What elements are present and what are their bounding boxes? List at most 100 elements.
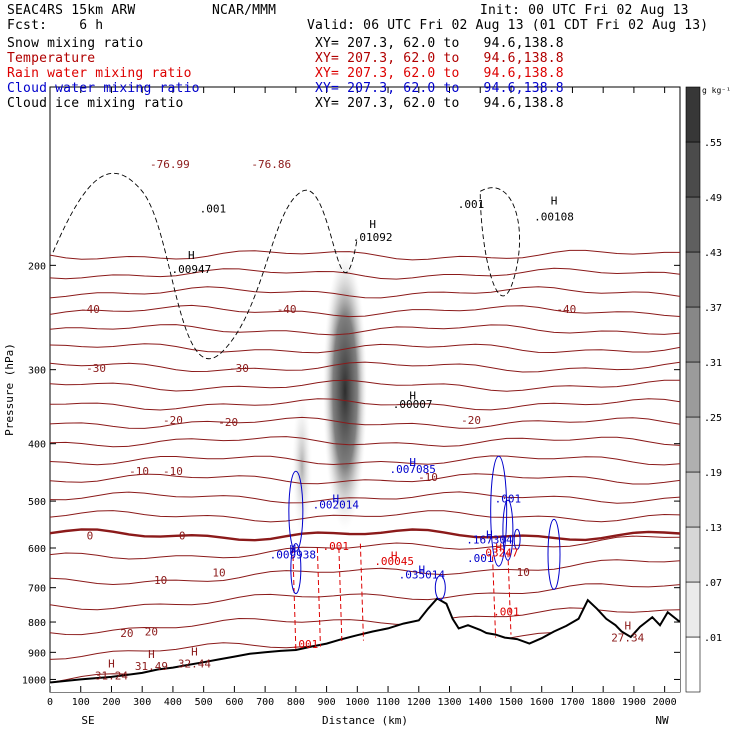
temperature-label-3: -40: [277, 303, 297, 316]
temperature-max-label-3: 27.34: [611, 632, 644, 645]
cloud-water-contour-4: [547, 518, 561, 590]
temperature-contour--20: [50, 455, 680, 466]
annotation-13: .002014: [313, 499, 360, 512]
temperature-max-label-1: 31.49: [135, 660, 168, 673]
temperature-label-16: 10: [212, 567, 225, 580]
annotation-6: .00108: [534, 210, 574, 223]
annotation-20: H: [419, 563, 426, 576]
annotation-4: .00947: [171, 263, 211, 276]
annotation-19: .009938: [270, 549, 316, 562]
colorbar-segment-8: [685, 196, 701, 253]
field-temperature-xy: XY= 207.3, 62.0 to 94.6,138.8: [315, 51, 564, 66]
temperature-contour-15: [50, 583, 680, 611]
annotation-21: .035014: [399, 568, 446, 581]
x-tick-label-12: 1200: [407, 697, 431, 708]
colorbar-label-0: .01: [704, 633, 722, 644]
cloud-water-contour-3: [502, 499, 514, 561]
temperature-label-0: -76.86: [251, 158, 291, 171]
x-tick-label-17: 1700: [560, 697, 584, 708]
temperature-label-4: -40: [556, 303, 576, 316]
cloud-water-contour-2: [490, 455, 508, 567]
colorbar-label-3: .19: [704, 468, 722, 479]
temperature-label-11: -10: [163, 465, 183, 478]
field-temperature: Temperature: [7, 51, 96, 66]
x-tick-label-20: 2000: [653, 697, 677, 708]
temperature-max-marker-2: H: [191, 646, 198, 659]
cloud-ice-contour-east: [479, 187, 521, 297]
annotation-25: H: [495, 541, 502, 554]
x-tick-label-14: 1400: [468, 697, 492, 708]
colorbar-segment-4: [685, 416, 701, 473]
x-axis-title: Distance (km): [322, 714, 408, 727]
rain-contour-4: [492, 556, 497, 638]
annotation-27: .001: [493, 606, 520, 619]
annotation-8: H: [409, 390, 416, 403]
colorbar-label-5: .31: [704, 358, 722, 369]
temperature-label-15: 10: [154, 574, 167, 587]
x-tick-label-7: 700: [256, 697, 274, 708]
temperature-contour--25: [50, 436, 680, 448]
annotation-1: .01092: [353, 231, 393, 244]
temperature-label-2: -40: [80, 303, 100, 316]
field-cloud-ice: Cloud ice mixing ratio: [7, 96, 184, 111]
temperature-label-8: -20: [218, 416, 238, 429]
left-end-label: SE: [81, 714, 94, 727]
colorbar-segment-1: [685, 581, 701, 638]
terrain-profile-line: [50, 597, 680, 684]
cloud-water-contour-0: [288, 470, 304, 552]
y-tick-label-7: 900: [28, 648, 46, 659]
snow-shading-0: [323, 252, 368, 531]
temperature-contour--70: [50, 267, 680, 280]
colorbar-label-4: .25: [704, 413, 722, 424]
temperature-contour--55: [50, 324, 680, 336]
field-snow-xy: XY= 207.3, 62.0 to 94.6,138.8: [315, 36, 564, 51]
y-axis-title: Pressure (hPa): [3, 343, 16, 436]
cloud-water-contour-5: [434, 575, 446, 601]
valid-time: Valid: 06 UTC Fri 02 Aug 13 (01 CDT Fri …: [307, 18, 709, 33]
y-tick-label-6: 800: [28, 618, 46, 629]
x-tick-label-6: 600: [225, 697, 243, 708]
forecast-hour: Fcst: 6 h: [7, 18, 104, 33]
annotation-9: .00007: [393, 398, 433, 411]
annotation-28: .001: [292, 638, 319, 651]
rain-contour-0: [292, 547, 297, 650]
colorbar-segment-3: [685, 471, 701, 528]
colorbar-segment-2: [685, 526, 701, 583]
annotation-3: H: [188, 249, 195, 262]
temperature-max-label-0: 31.24: [95, 670, 128, 683]
temperature-contour--65: [50, 286, 680, 299]
annotation-12: H: [332, 493, 339, 506]
colorbar-segment-5: [685, 361, 701, 418]
y-tick-label-8: 1000: [22, 675, 46, 686]
temperature-max-marker-1: H: [148, 648, 155, 661]
temperature-label-12: -10: [418, 471, 438, 484]
right-end-label: NW: [655, 714, 669, 727]
field-cloud-water-xy: XY= 207.3, 62.0 to 94.6,138.8: [315, 81, 564, 96]
colorbar-label-8: .49: [704, 193, 722, 204]
x-tick-label-1: 100: [72, 697, 90, 708]
annotation-16: .167304: [466, 534, 513, 547]
x-tick-label-13: 1300: [437, 697, 461, 708]
temperature-label-18: 20: [120, 627, 133, 640]
temperature-contour--30: [50, 416, 680, 429]
temperature-contour--5: [50, 510, 680, 523]
colorbar-segment-0: [685, 636, 701, 693]
colorbar-label-6: .37: [704, 303, 722, 314]
temperature-label-5: -30: [86, 362, 106, 375]
terrain-fill: [50, 598, 680, 692]
cloud-water-contour-6: [513, 528, 521, 550]
colorbar-segment-9: [685, 141, 701, 198]
model-title: SEAC4RS 15km ARW: [7, 3, 136, 18]
annotation-23: .00045: [374, 555, 414, 568]
colorbar-segment-10: [685, 86, 701, 143]
x-tick-label-18: 1800: [591, 697, 615, 708]
field-rain-xy: XY= 207.3, 62.0 to 94.6,138.8: [315, 66, 564, 81]
temperature-contour--10: [50, 491, 680, 504]
temperature-max-marker-3: H: [624, 620, 631, 633]
x-tick-label-16: 1600: [530, 697, 554, 708]
colorbar-label-2: .13: [704, 523, 722, 534]
y-tick-label-3: 500: [28, 497, 46, 508]
annotation-15: H: [486, 528, 493, 541]
init-time: Init: 00 UTC Fri 02 Aug 13: [480, 3, 689, 18]
